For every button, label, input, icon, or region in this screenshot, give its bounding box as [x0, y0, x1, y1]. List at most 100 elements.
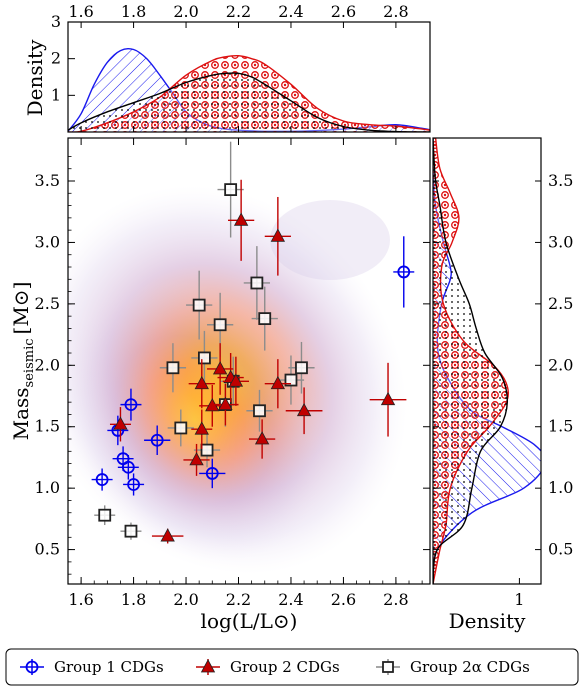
y-tick-label: 0.5 — [35, 540, 60, 559]
legend-item-group2a: Group 2α CDGs — [376, 658, 530, 676]
top-x-tick-label: 2.6 — [331, 2, 356, 21]
data-point-group2a — [192, 298, 206, 312]
x-tick-label: 2.6 — [331, 590, 356, 609]
legend-frame — [5, 648, 579, 686]
data-point-group2 — [228, 373, 244, 387]
y-tick-label: 3.0 — [35, 232, 60, 251]
top-panel-ylabel: Density — [23, 39, 47, 116]
y-axis-label-unit: [M⊙] — [9, 282, 33, 335]
data-point-group2 — [270, 228, 286, 242]
right-density-panel: 0.5 1.0 1.5 2.0 2.5 3.0 3.5 1 Density — [432, 137, 573, 633]
top-density-curves — [68, 47, 430, 132]
top-x-tick-label: 1.8 — [121, 2, 146, 21]
data-point-group2a — [124, 524, 138, 538]
x-tick-label: 2.2 — [226, 590, 251, 609]
right-y-tick-label: 1.5 — [548, 417, 573, 436]
data-point-group1 — [397, 265, 411, 279]
main-panel-ticks: 1.6 1.8 2.0 2.2 2.4 2.6 2.8 0.5 1.0 1.5 2.0 2.5 3.0 3… — [35, 138, 430, 609]
right-density-curves — [433, 138, 541, 584]
y-tick-label: 2.5 — [35, 294, 60, 313]
right-density-fill — [433, 138, 508, 584]
data-point-group2a — [213, 318, 227, 332]
right-y-tick-label: 1.0 — [548, 478, 573, 497]
data-point-group2a — [284, 373, 298, 387]
right-density-line — [433, 138, 509, 584]
data-point-group2a — [253, 404, 266, 418]
right-panel-ticks: 0.5 1.0 1.5 2.0 2.5 3.0 3.5 1 — [433, 171, 573, 609]
data-point-group2 — [212, 361, 228, 375]
legend-item-group1: Group 1 CDGs — [20, 658, 164, 676]
right-y-tick-label: 3.5 — [548, 171, 573, 190]
top-x-tick-label: 2.4 — [278, 2, 303, 21]
data-point-group2 — [270, 375, 286, 390]
main-panel-frame — [67, 137, 431, 585]
main-scatter-panel: 1.6 1.8 2.0 2.2 2.4 2.6 2.8 0.5 1.0 1.5 2.0 2.5 3.0 3… — [9, 137, 431, 633]
data-point-group2a — [250, 276, 264, 290]
top-density-line — [68, 72, 430, 132]
right-panel-xlabel: Density — [449, 609, 526, 633]
top-y-tick-label: 1 — [51, 85, 61, 104]
top-density-panel: 1.6 1.8 2.0 2.2 2.4 2.6 2.8 1 2 3 Density — [23, 2, 431, 133]
data-point-group2 — [233, 212, 249, 226]
y-axis-label-main: Mass — [9, 387, 33, 440]
data-point-group2 — [254, 431, 270, 445]
x-axis-label: log(L/L⊙) — [201, 609, 298, 633]
top-density-fill — [68, 72, 430, 132]
right-y-tick-label: 0.5 — [548, 540, 573, 559]
y-axis-label-sub: seismic — [22, 338, 37, 387]
data-point-group2a — [200, 443, 214, 457]
data-point-group1 — [150, 433, 164, 447]
legend-label-group2a: Group 2α CDGs — [410, 658, 530, 676]
top-panel-ticks: 1.6 1.8 2.0 2.2 2.4 2.6 2.8 1 2 3 — [51, 2, 409, 132]
data-point-group1 — [121, 460, 135, 474]
top-x-tick-label: 2.2 — [226, 2, 251, 21]
y-axis-label: Massseismic [M⊙] — [9, 282, 37, 441]
legend-label-group2: Group 2 CDGs — [230, 658, 340, 676]
top-y-tick-label: 2 — [51, 49, 61, 68]
data-point-group2 — [113, 416, 128, 430]
legend-marker-triangle-icon — [200, 659, 216, 673]
data-point-group2a — [295, 361, 308, 375]
right-y-tick-label: 3.0 — [548, 232, 573, 251]
data-point-group2 — [189, 452, 204, 466]
data-point-group2 — [194, 421, 209, 435]
data-points — [91, 141, 415, 544]
data-point-group1 — [124, 398, 138, 412]
top-panel-frame — [67, 21, 431, 133]
data-point-group2 — [194, 375, 209, 390]
x-tick-label: 2.0 — [173, 590, 198, 609]
y-tick-label: 2.0 — [35, 355, 60, 374]
data-point-group2 — [160, 528, 175, 542]
right-x-tick-label: 1 — [514, 590, 524, 609]
legend-item-group2: Group 2 CDGs — [196, 658, 340, 676]
top-x-tick-label: 2.0 — [173, 2, 198, 21]
data-point-group2a — [166, 361, 180, 375]
x-tick-label: 2.4 — [278, 590, 303, 609]
legend-marker-square-icon — [382, 661, 394, 673]
y-tick-label: 3.5 — [35, 171, 60, 190]
legend-marker-circle-icon — [25, 660, 39, 674]
top-y-tick-label: 3 — [51, 12, 61, 31]
y-tick-label: 1.5 — [35, 417, 60, 436]
x-tick-label: 2.8 — [383, 590, 408, 609]
data-point-group2a — [224, 183, 238, 197]
data-point-group2 — [380, 391, 396, 406]
kde-background — [68, 185, 407, 575]
legend-label-group1: Group 1 CDGs — [54, 658, 164, 676]
legend: Group 1 CDGs Group 2 CDGs Group 2α CDGs — [5, 648, 579, 686]
right-y-tick-label: 2.0 — [548, 355, 573, 374]
top-x-tick-label: 2.8 — [383, 2, 408, 21]
data-point-group1 — [205, 467, 219, 480]
top-x-tick-label: 1.6 — [68, 2, 93, 21]
right-y-tick-label: 2.5 — [548, 294, 573, 313]
data-point-group2a — [98, 508, 112, 522]
data-point-group1 — [127, 478, 140, 491]
data-point-group2a — [198, 351, 211, 365]
x-tick-label: 1.8 — [121, 590, 146, 609]
data-point-group2 — [218, 396, 233, 411]
right-panel-frame — [432, 137, 542, 585]
y-tick-label: 1.0 — [35, 478, 60, 497]
data-point-group2 — [296, 402, 312, 417]
data-point-group2a — [174, 421, 188, 435]
